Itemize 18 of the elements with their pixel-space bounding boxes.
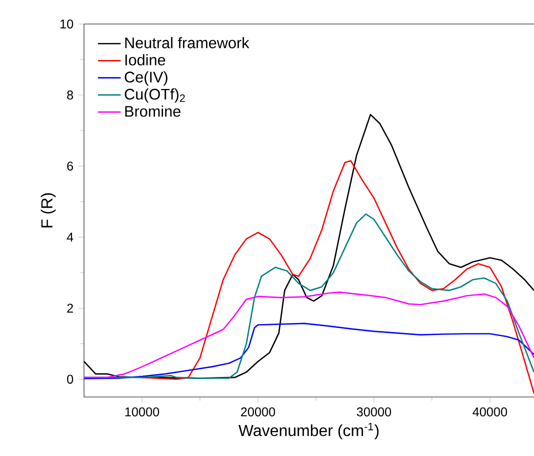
y-tick-label: 0 <box>67 374 74 384</box>
y-tick-label: 2 <box>67 304 73 313</box>
y-tick-label: 10 <box>60 20 74 28</box>
legend-label: Neutral framework <box>125 37 250 48</box>
x-tick-label: 20000 <box>240 407 276 416</box>
legend-label: Iodine <box>125 54 166 66</box>
line-series <box>83 292 534 378</box>
y-tick-label: 4 <box>66 232 74 242</box>
x-tick-label: 30000 <box>356 407 392 416</box>
x-tick-label: 40000 <box>472 407 508 416</box>
legend-label: Bromine <box>125 106 180 117</box>
x-axis-title: Wavenumber (cm$^{-1}$) <box>238 422 379 440</box>
legend-label: Cu(OTf)$_{2}$ <box>124 88 185 103</box>
y-tick-label: 8 <box>67 90 74 100</box>
y-tick-label: 6 <box>67 162 74 171</box>
y-axis-title: F (R) <box>40 193 56 228</box>
x-tick-label: 10000 <box>125 407 160 416</box>
legend-label: Ce(IV) <box>124 71 168 86</box>
